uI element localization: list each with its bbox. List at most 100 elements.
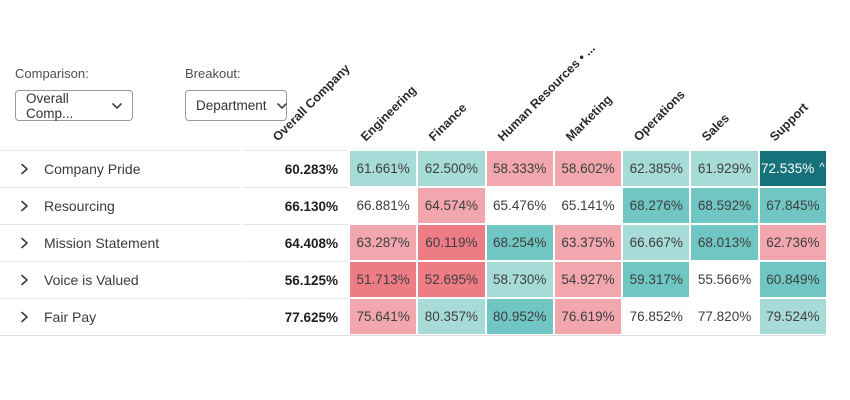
expand-row-chevron-icon[interactable] [20,163,29,175]
control-label: Breakout: [185,66,241,81]
heatmap-cell-voice-is-valued-finance: 52.695% [418,262,485,297]
heatmap-cell-resourcing-finance: 64.574% [418,188,485,223]
cell-value: 68.592% [697,198,752,213]
column-header-support: Support [767,100,811,144]
cell-value: 62.736% [766,235,820,250]
cell-value: 75.641% [356,309,410,324]
heatmap-cell-company-pride-human-resources: 58.333% [486,151,553,186]
cell-value: 80.357% [424,309,479,324]
cell-value: 58.602% [561,161,615,176]
cell-value: 55.566% [697,272,752,287]
heatmap-cell-voice-is-valued-operations: 59.317% [623,262,690,297]
table-row-voice-is-valued: Voice is Valued 56.125% 51.713% 52.695% 58… [0,261,826,298]
cell-value: 72.535% [760,161,815,176]
heatmap-cell-voice-is-valued-sales: 55.566% [691,262,758,297]
cell-value: 66.881% [356,198,410,213]
heatmap-cell-fair-pay-operations: 76.852% [623,299,690,334]
heatmap-cell-fair-pay-marketing: 76.619% [554,299,622,334]
cell-value: 76.619% [561,309,615,324]
cell-value: 68.276% [629,198,683,213]
highest-value-caret-icon: ^ [819,161,825,174]
chevron-down-icon [276,102,287,109]
breakout-control: Breakout: Department [185,66,287,121]
expand-row-chevron-icon[interactable] [20,274,29,286]
heatmap-cell-company-pride-sales: 61.929% [691,151,758,186]
cell-value: 59.317% [629,272,683,287]
overall-value-cell: 60.283% [242,150,348,187]
heatmap-cell-resourcing-engineering: 66.881% [350,188,417,223]
cell-value: 80.952% [493,309,547,324]
row-label: Mission Statement [44,235,160,251]
cell-value: 58.333% [493,161,547,176]
cell-value: 51.713% [356,272,410,287]
cell-value: 52.695% [424,272,479,287]
overall-value-cell: 66.130% [242,187,348,224]
select-value: Department [196,98,267,113]
heatmap-cell-resourcing-marketing: 65.141% [554,188,622,223]
cell-value: 63.287% [356,235,410,250]
heatmap-cell-fair-pay-sales: 77.820% [691,299,758,334]
comparison-select[interactable]: Overall Comp... [15,90,133,121]
heatmap-cell-mission-statement-operations: 66.667% [623,225,690,260]
expand-row-chevron-icon[interactable] [20,200,29,212]
cell-value: 58.730% [493,272,547,287]
heatmap-cell-voice-is-valued-human-resources: 58.730% [486,262,553,297]
heatmap-body: Company Pride 60.283% 61.661% 62.500% 58.3… [0,150,826,335]
heatmap-cell-company-pride-engineering: 61.661% [350,151,417,186]
expand-row-chevron-icon[interactable] [20,237,29,249]
cell-value: 62.500% [424,161,479,176]
heatmap-cell-company-pride-finance: 62.500% [418,151,485,186]
control-label: Comparison: [15,66,89,81]
cell-value: 62.385% [629,161,683,176]
heatmap-cell-company-pride-support: 72.535% ^ [759,151,826,186]
cell-value: 63.375% [561,235,615,250]
heatmap-cell-fair-pay-human-resources: 80.952% [486,299,553,334]
heatmap-cell-mission-statement-human-resources: 68.254% [486,225,553,260]
heatmap-cell-resourcing-operations: 68.276% [623,188,690,223]
column-header-sales: Sales [699,110,733,144]
report-controls: Comparison: Overall Comp... Breakout: De… [15,66,287,121]
cell-value: 66.667% [629,235,683,250]
cell-value: 76.852% [629,309,683,324]
table-row-fair-pay: Fair Pay 77.625% 75.641% 80.357% 80.952% 76… [0,298,826,335]
table-row-company-pride: Company Pride 60.283% 61.661% 62.500% 58.3… [0,150,826,187]
table-bottom-border [0,335,826,336]
column-header-engineering: Engineering [358,83,420,144]
select-value: Overall Comp... [26,90,74,121]
cell-value: 65.476% [493,198,547,213]
row-label: Resourcing [44,198,115,214]
heatmap-cell-mission-statement-sales: 68.013% [691,225,758,260]
comparison-control: Comparison: Overall Comp... [15,66,133,121]
heatmap-cell-mission-statement-marketing: 63.375% [554,225,622,260]
cell-value: 61.929% [697,161,752,176]
column-header-finance: Finance [426,100,470,144]
heatmap-cell-voice-is-valued-support: 60.849% [759,262,826,297]
heatmap-cell-mission-statement-finance: 60.119% [418,225,485,260]
table-row-resourcing: Resourcing 66.130% 66.881% 64.574% 65.476%… [0,187,826,224]
heatmap-cell-resourcing-sales: 68.592% [691,188,758,223]
heatmap-cell-resourcing-human-resources: 65.476% [486,188,553,223]
breakout-select[interactable]: Department [185,90,287,121]
heatmap-cell-voice-is-valued-engineering: 51.713% [350,262,417,297]
expand-row-chevron-icon[interactable] [20,311,29,323]
table-row-mission-statement: Mission Statement 64.408% 63.287% 60.119%… [0,224,826,261]
cell-value: 60.119% [425,235,478,250]
cell-value: 67.845% [766,198,820,213]
cell-value: 68.013% [697,235,752,250]
heatmap-cell-resourcing-support: 67.845% [759,188,826,223]
chevron-down-icon [112,102,122,109]
overall-value-cell: 64.408% [242,224,348,261]
heatmap-cell-fair-pay-engineering: 75.641% [350,299,417,334]
cell-value: 77.820% [697,309,752,324]
heatmap-cell-fair-pay-support: 79.524% [759,299,826,334]
heatmap-cell-mission-statement-engineering: 63.287% [350,225,417,260]
heatmap-cell-voice-is-valued-marketing: 54.927% [554,262,622,297]
overall-value-cell: 77.625% [242,298,348,335]
cell-value: 65.141% [561,198,615,213]
cell-value: 61.661% [356,161,410,176]
cell-value: 60.849% [766,272,820,287]
table-header: Comparison: Overall Comp... Breakout: De… [0,0,850,150]
overall-value-cell: 56.125% [242,261,348,298]
cell-value: 64.574% [424,198,479,213]
